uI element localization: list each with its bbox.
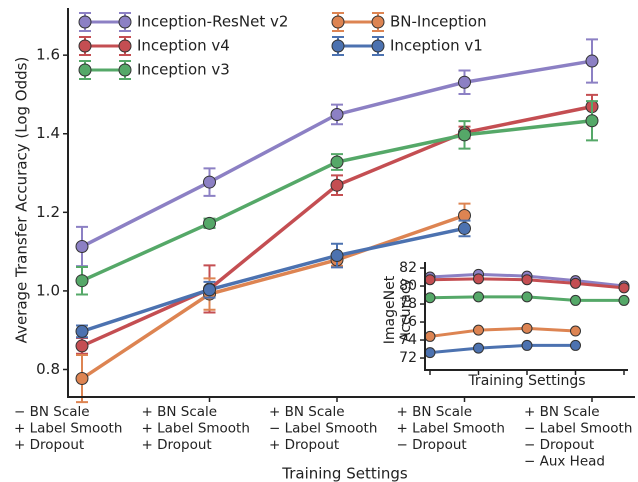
inset-y-label: Accuracy [398,278,414,342]
y-tick-label: 74 [399,332,417,348]
data-point [521,339,533,351]
x-tick-label: − Label Smooth [524,421,632,437]
data-point [473,291,484,303]
legend-marker [118,63,132,77]
data-point [570,277,581,289]
inset-x-label: Training Settings [467,373,585,389]
data-point [618,282,630,294]
x-tick-label: + BN Scale [142,404,218,420]
y-axis-label: Average Transfer Accuracy (Log Odds) [13,57,31,344]
y-tick-label: 76 [399,314,417,330]
data-point [570,339,581,351]
legend-marker [331,39,345,53]
data-point [75,339,89,353]
data-point [458,221,471,235]
data-point [330,107,344,121]
data-point [424,330,436,342]
data-point [570,325,581,337]
data-point [75,240,89,254]
data-point [521,274,533,286]
axis-spine [67,8,635,398]
data-point [473,273,484,285]
x-tick-label: − Dropout [524,437,594,453]
data-point [585,54,599,68]
y-tick-label: 0.8 [36,360,60,378]
data-point [570,294,581,306]
y-tick-label: 1.0 [36,281,60,299]
data-point [424,292,436,304]
data-point [330,249,344,263]
data-point [203,283,216,297]
data-point [618,294,630,306]
x-tick-label: + BN Scale [269,404,345,420]
data-point [203,175,216,189]
data-point [330,178,344,192]
legend-label: BN-Inception [390,13,487,31]
x-tick-label: + Label Smooth [142,421,250,437]
data-point [203,216,216,230]
y-tick-label: 72 [399,350,417,366]
x-tick-label: + Label Smooth [397,421,505,437]
data-point [424,347,436,359]
legend-label: Inception v4 [137,37,230,55]
x-tick-label: + BN Scale [524,404,600,420]
legend-marker [78,15,92,29]
x-tick-label: − Label Smooth [269,421,377,437]
y-tick-label: 1.4 [36,124,60,142]
inset-y-label: ImageNet [382,275,398,344]
legend-marker [118,15,132,29]
y-tick-label: 78 [399,296,417,312]
x-tick-label: − Aux Head [524,454,605,470]
legend-marker [371,39,385,53]
legend-marker [78,39,92,53]
data-point [473,342,484,354]
data-point [473,324,484,336]
legend-label: Inception-ResNet v2 [137,13,288,31]
x-tick-label: + Dropout [269,437,339,453]
data-point [75,274,89,288]
x-tick-label: + BN Scale [397,404,473,420]
y-tick-label: 80 [399,278,417,294]
data-point [75,372,89,386]
series-line [429,343,576,355]
data-point [521,322,533,334]
legend-marker [331,15,345,29]
series-line [429,326,576,338]
data-point [330,155,344,169]
data-point [75,324,89,338]
legend-marker [78,63,92,77]
x-axis-label: Training Settings [281,465,408,482]
series-line [81,226,465,334]
legend-marker [371,15,385,29]
y-tick-label: 82 [399,260,417,276]
legend-marker [118,39,132,53]
x-tick-label: − BN Scale [14,404,90,420]
data-point [458,128,471,142]
data-point [585,114,599,128]
legend-label: Inception v1 [390,37,483,55]
x-tick-label: + Label Smooth [14,421,122,437]
data-point [521,291,533,303]
data-point [424,274,436,286]
series-line [81,213,466,380]
y-tick-label: 1.2 [36,203,60,221]
legend-label: Inception v3 [137,61,230,79]
x-tick-label: + Dropout [142,437,212,453]
x-tick-label: + Dropout [14,437,84,453]
axis-spine [424,262,628,371]
data-point [458,75,471,89]
x-tick-label: − Dropout [397,437,467,453]
y-tick-label: 1.6 [36,46,60,64]
